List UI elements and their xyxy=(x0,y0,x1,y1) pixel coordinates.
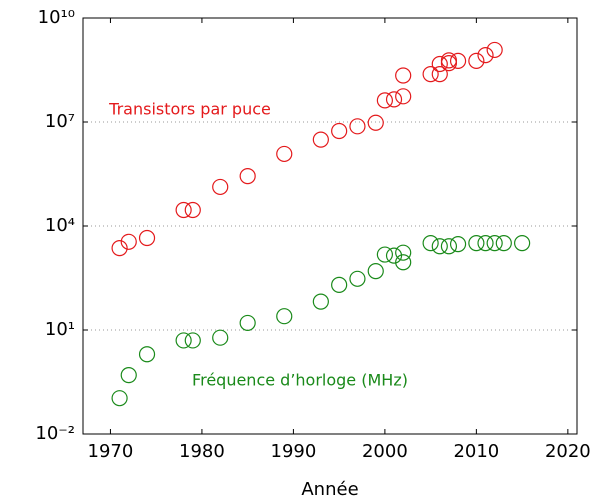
point xyxy=(367,263,384,280)
point xyxy=(312,131,329,148)
point xyxy=(175,201,192,219)
point xyxy=(212,329,229,346)
point xyxy=(138,229,156,247)
series-label: Fréquence d’horloge (MHz) xyxy=(192,371,408,390)
point xyxy=(514,235,531,252)
x-axis-label: Année xyxy=(301,479,358,500)
point xyxy=(385,247,403,264)
y-tick-label: 10⁻² xyxy=(35,423,75,444)
point xyxy=(212,178,229,196)
point xyxy=(477,47,494,64)
point xyxy=(385,91,403,108)
point xyxy=(376,246,393,263)
point xyxy=(431,55,448,73)
point xyxy=(239,314,256,332)
point xyxy=(395,244,412,261)
series-label: Transistors par puce xyxy=(108,100,271,119)
x-tick-label: 2010 xyxy=(453,441,499,462)
point xyxy=(120,233,137,250)
y-tick-label: 10¹ xyxy=(45,319,75,340)
point xyxy=(175,332,192,349)
point xyxy=(184,332,201,349)
point xyxy=(120,367,137,384)
point xyxy=(440,55,458,72)
point xyxy=(431,66,448,83)
point xyxy=(495,235,512,252)
y-tick-label: 10⁷ xyxy=(45,111,75,132)
y-tick-label: 10⁴ xyxy=(45,215,75,236)
x-tick-label: 1990 xyxy=(271,441,317,462)
point xyxy=(440,238,458,255)
x-tick-label: 1980 xyxy=(179,441,225,462)
point xyxy=(138,346,156,363)
point xyxy=(449,236,467,253)
point xyxy=(422,66,439,83)
point xyxy=(239,168,256,185)
point xyxy=(486,235,503,252)
point xyxy=(477,235,494,252)
plot-frame xyxy=(82,17,578,435)
point xyxy=(331,276,348,293)
point xyxy=(111,390,128,407)
x-tick-label: 1970 xyxy=(88,441,134,462)
point xyxy=(395,88,412,105)
point xyxy=(468,52,485,69)
point xyxy=(276,145,293,163)
point xyxy=(422,235,439,252)
point xyxy=(468,235,485,252)
point xyxy=(449,52,467,69)
point xyxy=(276,308,293,325)
point xyxy=(395,67,412,84)
x-tick-label: 2000 xyxy=(362,441,408,462)
point xyxy=(376,92,393,109)
y-tick-label: 10¹⁰ xyxy=(38,7,75,28)
point xyxy=(184,201,201,219)
point xyxy=(349,270,366,287)
point xyxy=(312,293,329,310)
point xyxy=(367,114,384,131)
point xyxy=(331,122,348,140)
point xyxy=(349,118,366,135)
point xyxy=(431,238,448,255)
point xyxy=(111,240,128,257)
x-tick-label: 2020 xyxy=(545,441,591,462)
point xyxy=(395,254,412,271)
point xyxy=(486,41,503,59)
